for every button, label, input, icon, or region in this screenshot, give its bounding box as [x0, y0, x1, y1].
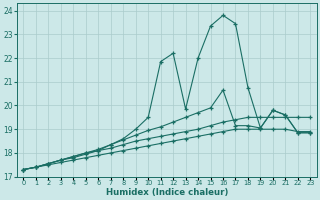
X-axis label: Humidex (Indice chaleur): Humidex (Indice chaleur) — [106, 188, 228, 197]
